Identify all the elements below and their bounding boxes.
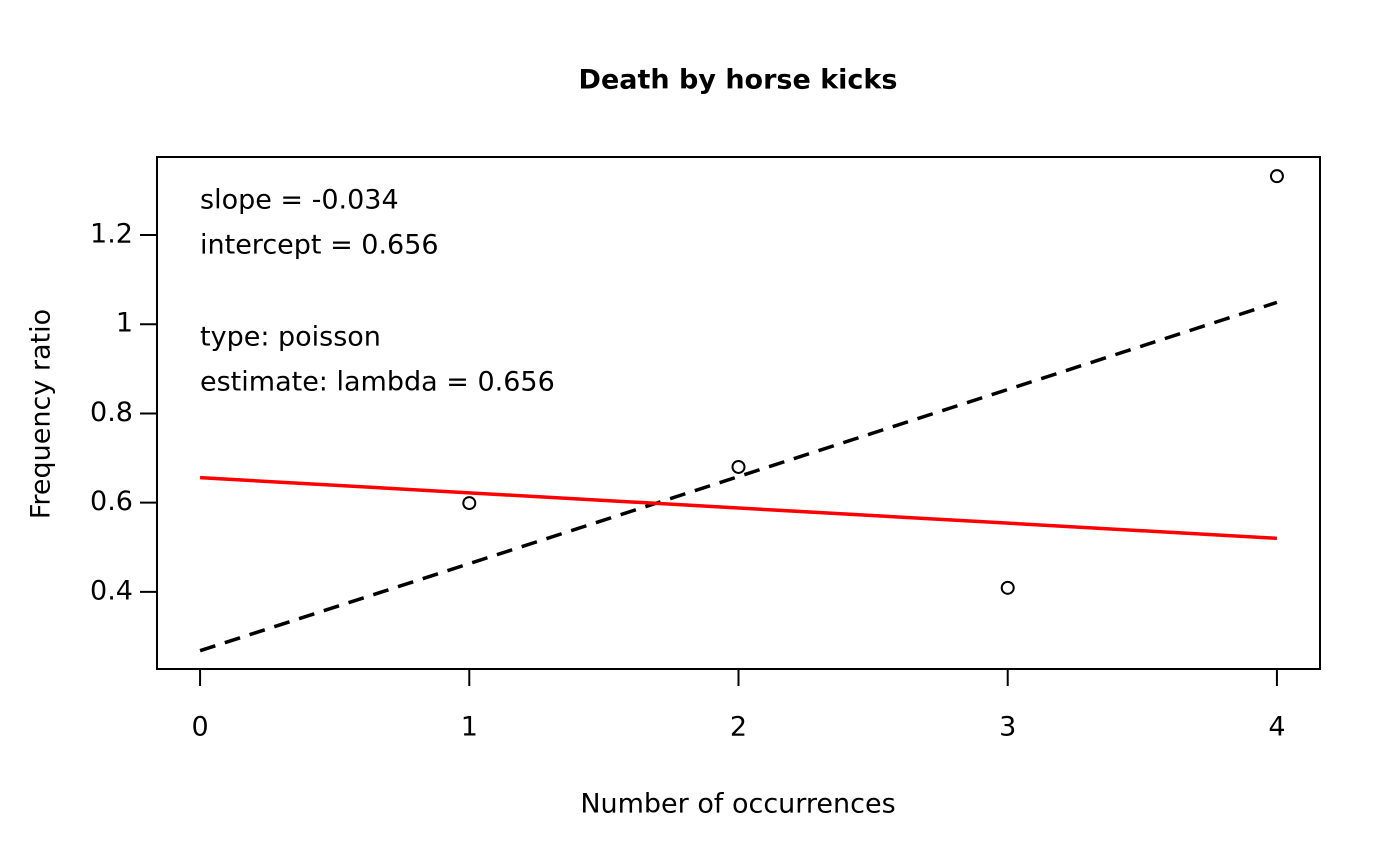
data-point <box>462 496 477 511</box>
y-tick-label: 0.8 <box>90 397 133 428</box>
x-tick-label: 3 <box>999 712 1016 743</box>
annotation: estimate: lambda = 0.656 <box>200 367 555 398</box>
y-tick-label: 1 <box>116 308 133 339</box>
data-point <box>1000 580 1015 595</box>
x-axis-label: Number of occurrences <box>580 789 895 820</box>
y-tick-label: 1.2 <box>90 219 133 250</box>
x-tick-label: 0 <box>191 712 208 743</box>
data-point <box>731 459 746 474</box>
annotation: slope = -0.034 <box>200 185 399 216</box>
fit-line <box>199 475 1278 541</box>
y-axis-label: Frequency ratio <box>26 309 57 519</box>
x-tick-label: 1 <box>461 712 478 743</box>
x-tick-label: 2 <box>730 712 747 743</box>
y-tick-label: 0.6 <box>90 486 133 517</box>
annotation: type: poisson <box>200 322 381 353</box>
fit-line <box>199 300 1278 653</box>
data-point <box>1269 169 1284 184</box>
annotation: intercept = 0.656 <box>200 230 439 261</box>
x-tick-label: 4 <box>1268 712 1285 743</box>
chart-title: Death by horse kicks <box>579 65 898 96</box>
y-tick-label: 0.4 <box>90 575 133 606</box>
